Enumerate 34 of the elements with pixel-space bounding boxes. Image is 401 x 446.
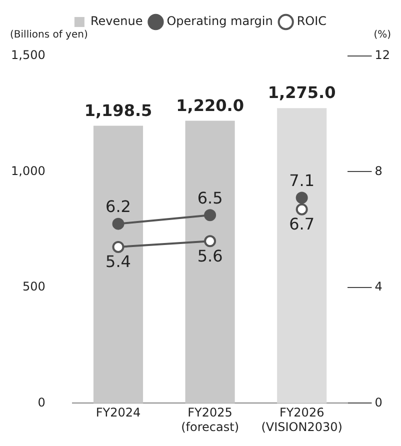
y-tick-label: 1,500 — [10, 48, 46, 62]
data-label: 6.2 — [106, 196, 131, 216]
y-axis-title: (Billions of yen) — [10, 30, 88, 41]
y-tick-label: 500 — [22, 280, 46, 294]
point — [204, 235, 216, 248]
point — [112, 218, 124, 230]
data-label: 1,198.5 — [84, 100, 152, 120]
y2-tick-label: 0 — [374, 395, 382, 410]
data-label: 5.6 — [197, 246, 223, 266]
bar — [93, 126, 144, 404]
y-tick-label: 1,000 — [10, 164, 46, 178]
legend-label: Revenue — [90, 14, 143, 28]
point — [112, 240, 124, 253]
y2-tick-label: 4 — [374, 280, 382, 294]
point — [296, 203, 308, 216]
x-tick-label: FY2025 (forecast) — [181, 406, 239, 434]
data-label: 1,220.0 — [176, 96, 244, 115]
point — [296, 192, 308, 204]
legend-label: Operating margin — [166, 14, 273, 28]
bar — [277, 108, 327, 404]
point — [204, 209, 216, 222]
data-label: 6.7 — [289, 214, 315, 234]
y2-tick-label: 12 — [374, 48, 390, 62]
legend-label: ROIC — [296, 14, 327, 28]
data-label: 7.1 — [289, 170, 315, 190]
y2-tick-label: 8 — [374, 164, 382, 178]
x-tick-label: FY2024 — [96, 406, 141, 420]
data-label: 5.4 — [106, 252, 131, 272]
x-tick-label: FY2026 (VISION2030) — [261, 406, 342, 434]
y2-axis-title: (%) — [374, 30, 392, 41]
data-label: 6.5 — [197, 188, 223, 208]
y-tick-label: 0 — [38, 395, 46, 410]
data-label: 1,275.0 — [268, 83, 336, 102]
bar — [185, 120, 235, 404]
